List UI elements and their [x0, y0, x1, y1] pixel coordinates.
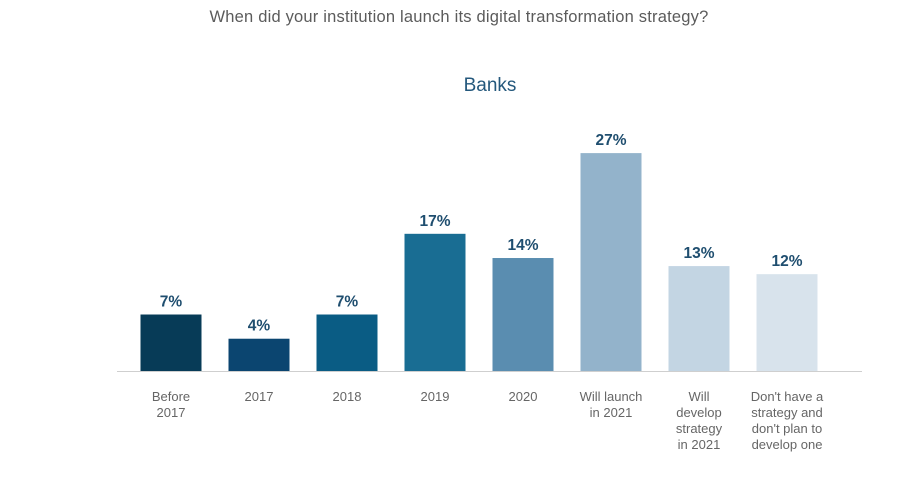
value-labels-group: 7% 4% 7% 17% 14% 27% 13% 12% [160, 132, 803, 335]
value-label-1: 4% [248, 318, 271, 335]
category-label-7-line-1: strategy and [751, 405, 823, 420]
category-label-5-line-1: in 2021 [590, 405, 633, 420]
bar-6 [668, 266, 730, 371]
bar-5 [580, 153, 642, 371]
category-label-6-line-2: strategy [676, 421, 723, 436]
bar-2 [316, 314, 378, 371]
value-label-2: 7% [336, 294, 359, 311]
category-label-0-line-0: Before [152, 389, 190, 404]
category-label-7-line-2: don't plan to [752, 421, 822, 436]
category-label-6-line-0: Will [689, 389, 710, 404]
bar-1 [228, 338, 290, 371]
category-label-5-line-0: Will launch [580, 389, 643, 404]
category-label-7-line-0: Don't have a [751, 389, 824, 404]
category-label-0-line-1: 2017 [157, 405, 186, 420]
value-label-5: 27% [595, 132, 626, 149]
category-label-4-line-0: 2020 [509, 389, 538, 404]
category-label-7-line-3: develop one [752, 437, 823, 452]
value-label-4: 14% [507, 237, 538, 254]
chart-subtitle: Banks [463, 75, 517, 96]
value-label-0: 7% [160, 294, 183, 311]
bar-3 [404, 233, 466, 371]
value-label-3: 17% [419, 213, 450, 230]
value-label-6: 13% [683, 245, 714, 262]
bar-4 [492, 258, 554, 371]
chart-question: When did your institution launch its dig… [209, 8, 709, 26]
value-label-7: 12% [771, 253, 802, 270]
bar-7 [756, 274, 818, 371]
category-label-6-line-1: develop [676, 405, 722, 420]
bar-0 [140, 314, 202, 371]
category-label-3-line-0: 2019 [421, 389, 450, 404]
category-label-6-line-3: in 2021 [678, 437, 721, 452]
category-label-1-line-0: 2017 [245, 389, 274, 404]
category-label-2-line-0: 2018 [333, 389, 362, 404]
bars-group [140, 153, 818, 371]
